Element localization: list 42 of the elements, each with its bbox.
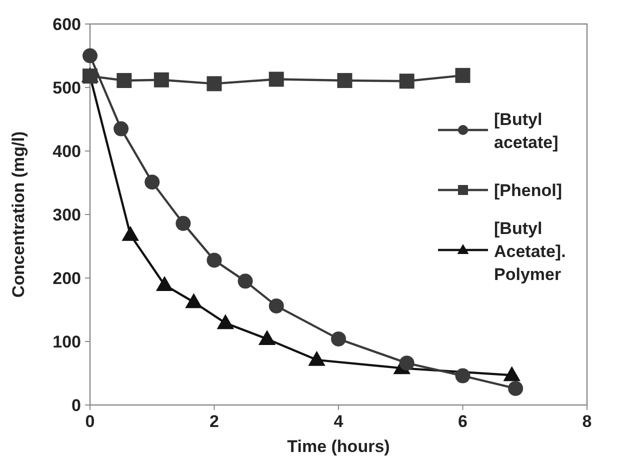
- point: [206, 76, 222, 92]
- point: [508, 380, 524, 396]
- y-tick-label: 600: [52, 15, 81, 34]
- x-tick-label: 6: [458, 412, 468, 431]
- y-tick-label: 0: [72, 396, 81, 415]
- point: [337, 73, 352, 88]
- point: [455, 68, 470, 83]
- point: [308, 350, 326, 366]
- x-tick-label: 0: [85, 412, 95, 431]
- point: [185, 293, 202, 308]
- point: [331, 331, 346, 346]
- legend-label: [Phenol]: [494, 181, 562, 200]
- point: [144, 174, 160, 190]
- legend-label: [Butyl acetate]: [494, 110, 558, 152]
- point: [268, 72, 284, 87]
- legend-label: [Butyl Acetate]. Polymer: [494, 219, 566, 284]
- point: [154, 72, 169, 88]
- point: [399, 74, 414, 89]
- y-tick-label: 300: [52, 206, 81, 224]
- point: [268, 298, 284, 314]
- x-tick-label: 2: [210, 412, 219, 431]
- y-axis-title: Concentration (mg/l): [9, 131, 28, 298]
- point: [82, 48, 98, 64]
- point: [455, 368, 470, 384]
- x-tick-label: 4: [334, 412, 344, 431]
- y-tick-label: 500: [52, 78, 81, 98]
- point: [238, 274, 253, 289]
- point: [258, 330, 276, 345]
- point: [114, 121, 129, 136]
- point: [503, 366, 520, 382]
- point: [216, 314, 234, 330]
- point: [176, 216, 191, 231]
- x-tick-label: 8: [582, 412, 592, 431]
- y-tick-label: 400: [52, 142, 81, 161]
- x-axis-title: Time (hours): [287, 437, 390, 456]
- point: [122, 226, 140, 241]
- point: [116, 73, 132, 88]
- point: [399, 356, 414, 371]
- point: [156, 276, 174, 291]
- point: [206, 252, 222, 268]
- y-tick-label: 200: [52, 269, 81, 288]
- y-tick-label: 100: [52, 332, 81, 352]
